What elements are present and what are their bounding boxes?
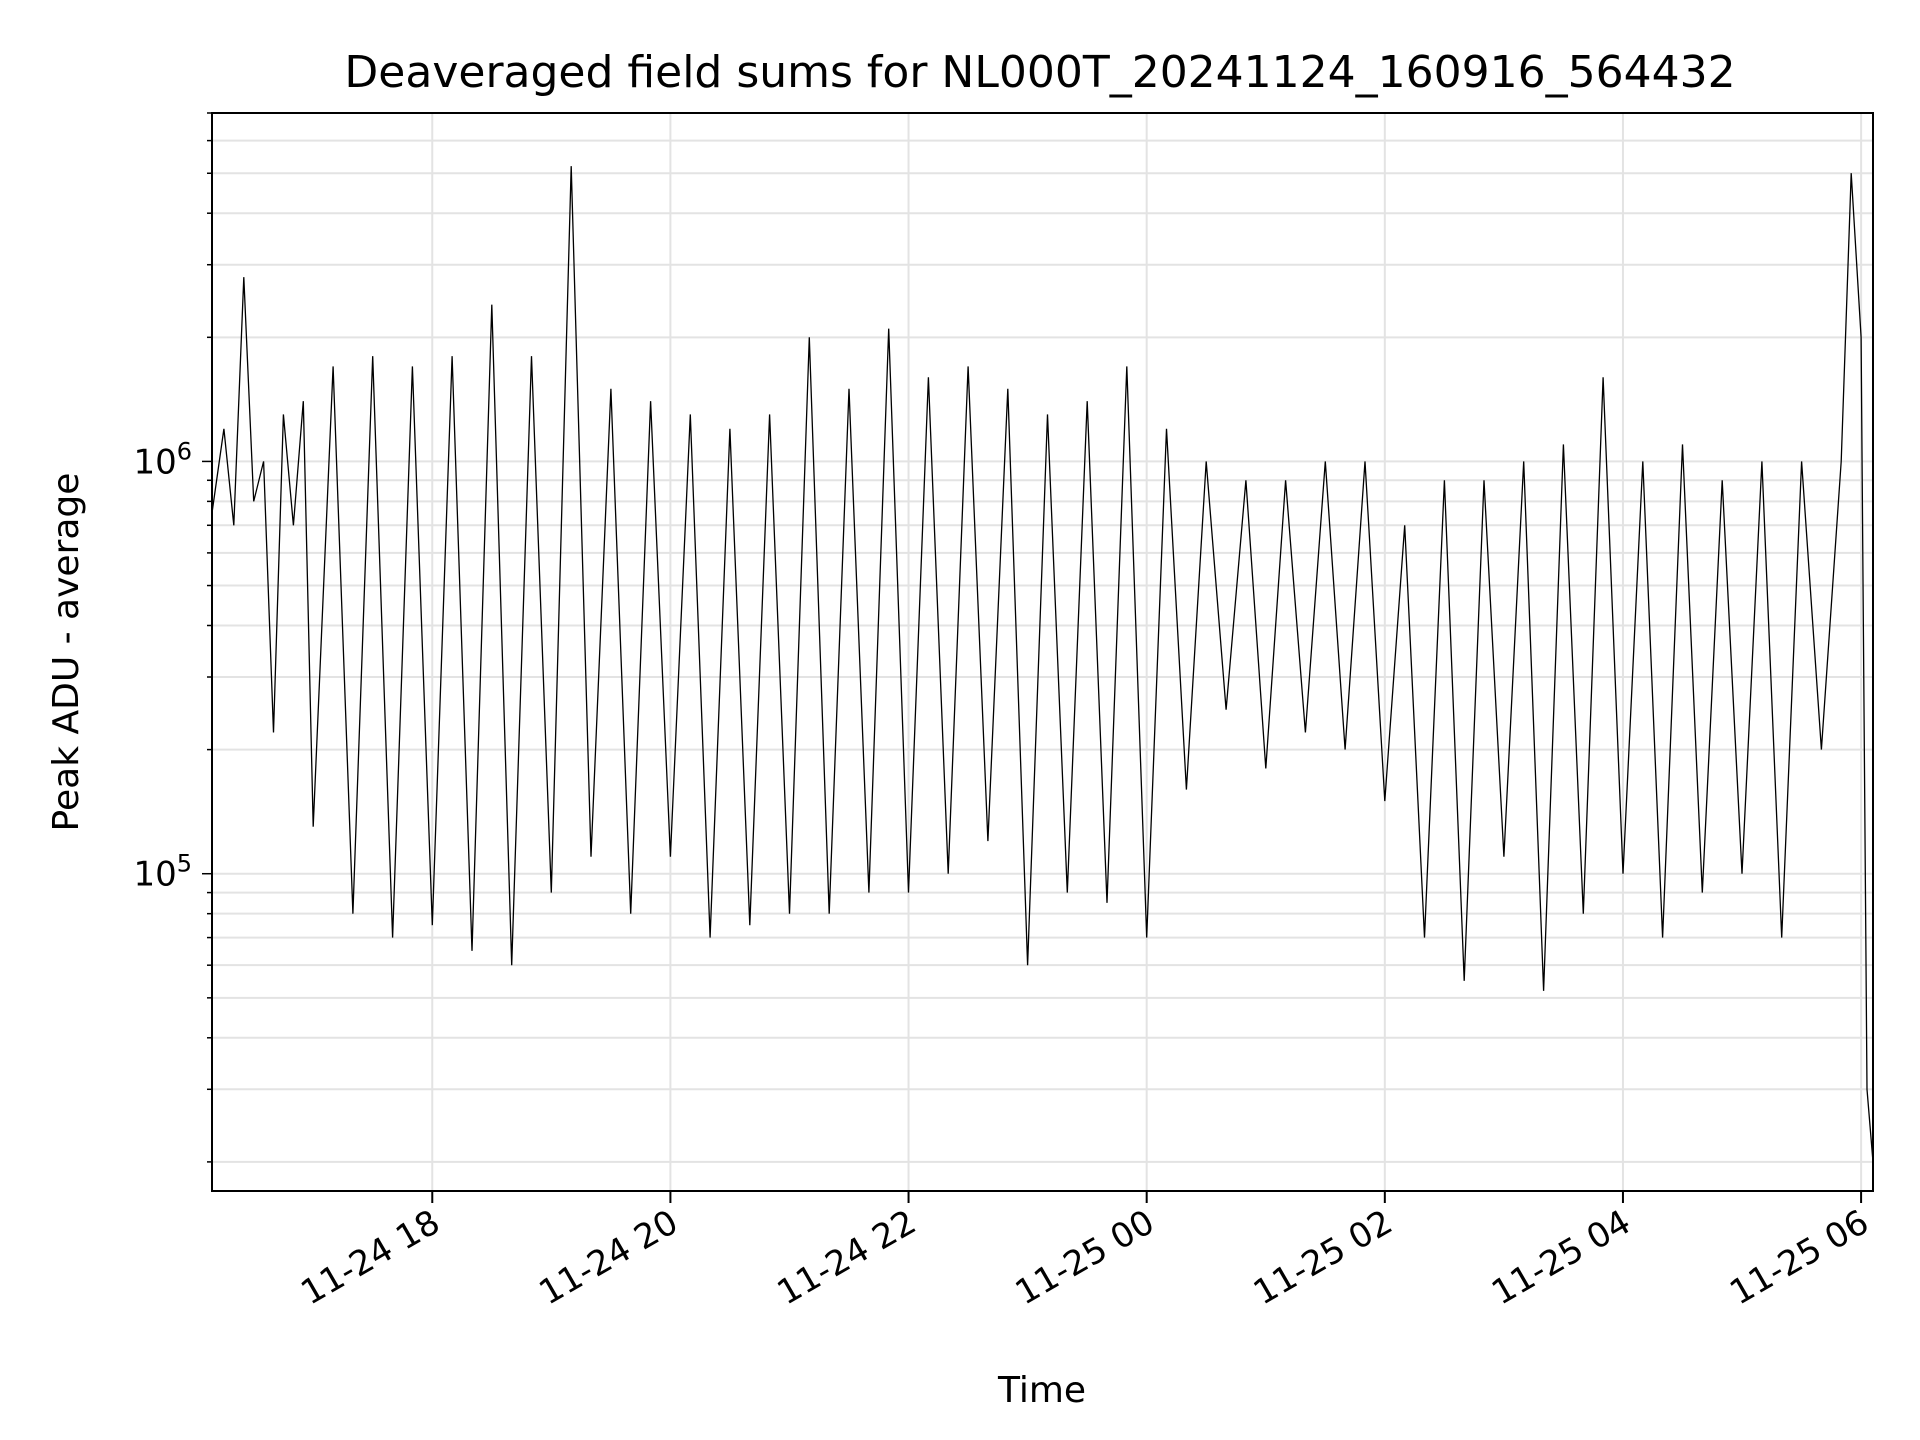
- series-line: [212, 166, 1873, 1162]
- grid: [212, 112, 1873, 1191]
- x-axis: 11-24 18 11-24 20 11-24 22 11-25 00 11-25 02…: [294, 1191, 1876, 1313]
- x-tick-label: 11-24 18: [294, 1202, 446, 1313]
- x-tick-label: 11-25 02: [1247, 1202, 1399, 1313]
- y-tick-label: 105: [133, 850, 192, 895]
- chart-title: Deaveraged field sums for NL000T_2024112…: [344, 47, 1735, 98]
- plot-frame: [211, 112, 1874, 1192]
- y-axis-label: Peak ADU - average: [46, 473, 87, 832]
- x-tick-label: 11-24 22: [771, 1202, 923, 1313]
- plot-area: [212, 166, 1873, 1162]
- x-tick-label: 11-24 20: [533, 1202, 685, 1313]
- x-tick-label: 11-25 00: [1009, 1202, 1161, 1313]
- x-axis-label: Time: [997, 1370, 1086, 1411]
- x-tick-label: 11-25 06: [1723, 1202, 1875, 1313]
- x-tick-label: 11-25 04: [1485, 1202, 1637, 1313]
- y-tick-label: 106: [133, 437, 192, 482]
- y-axis: 105 106: [133, 112, 212, 1163]
